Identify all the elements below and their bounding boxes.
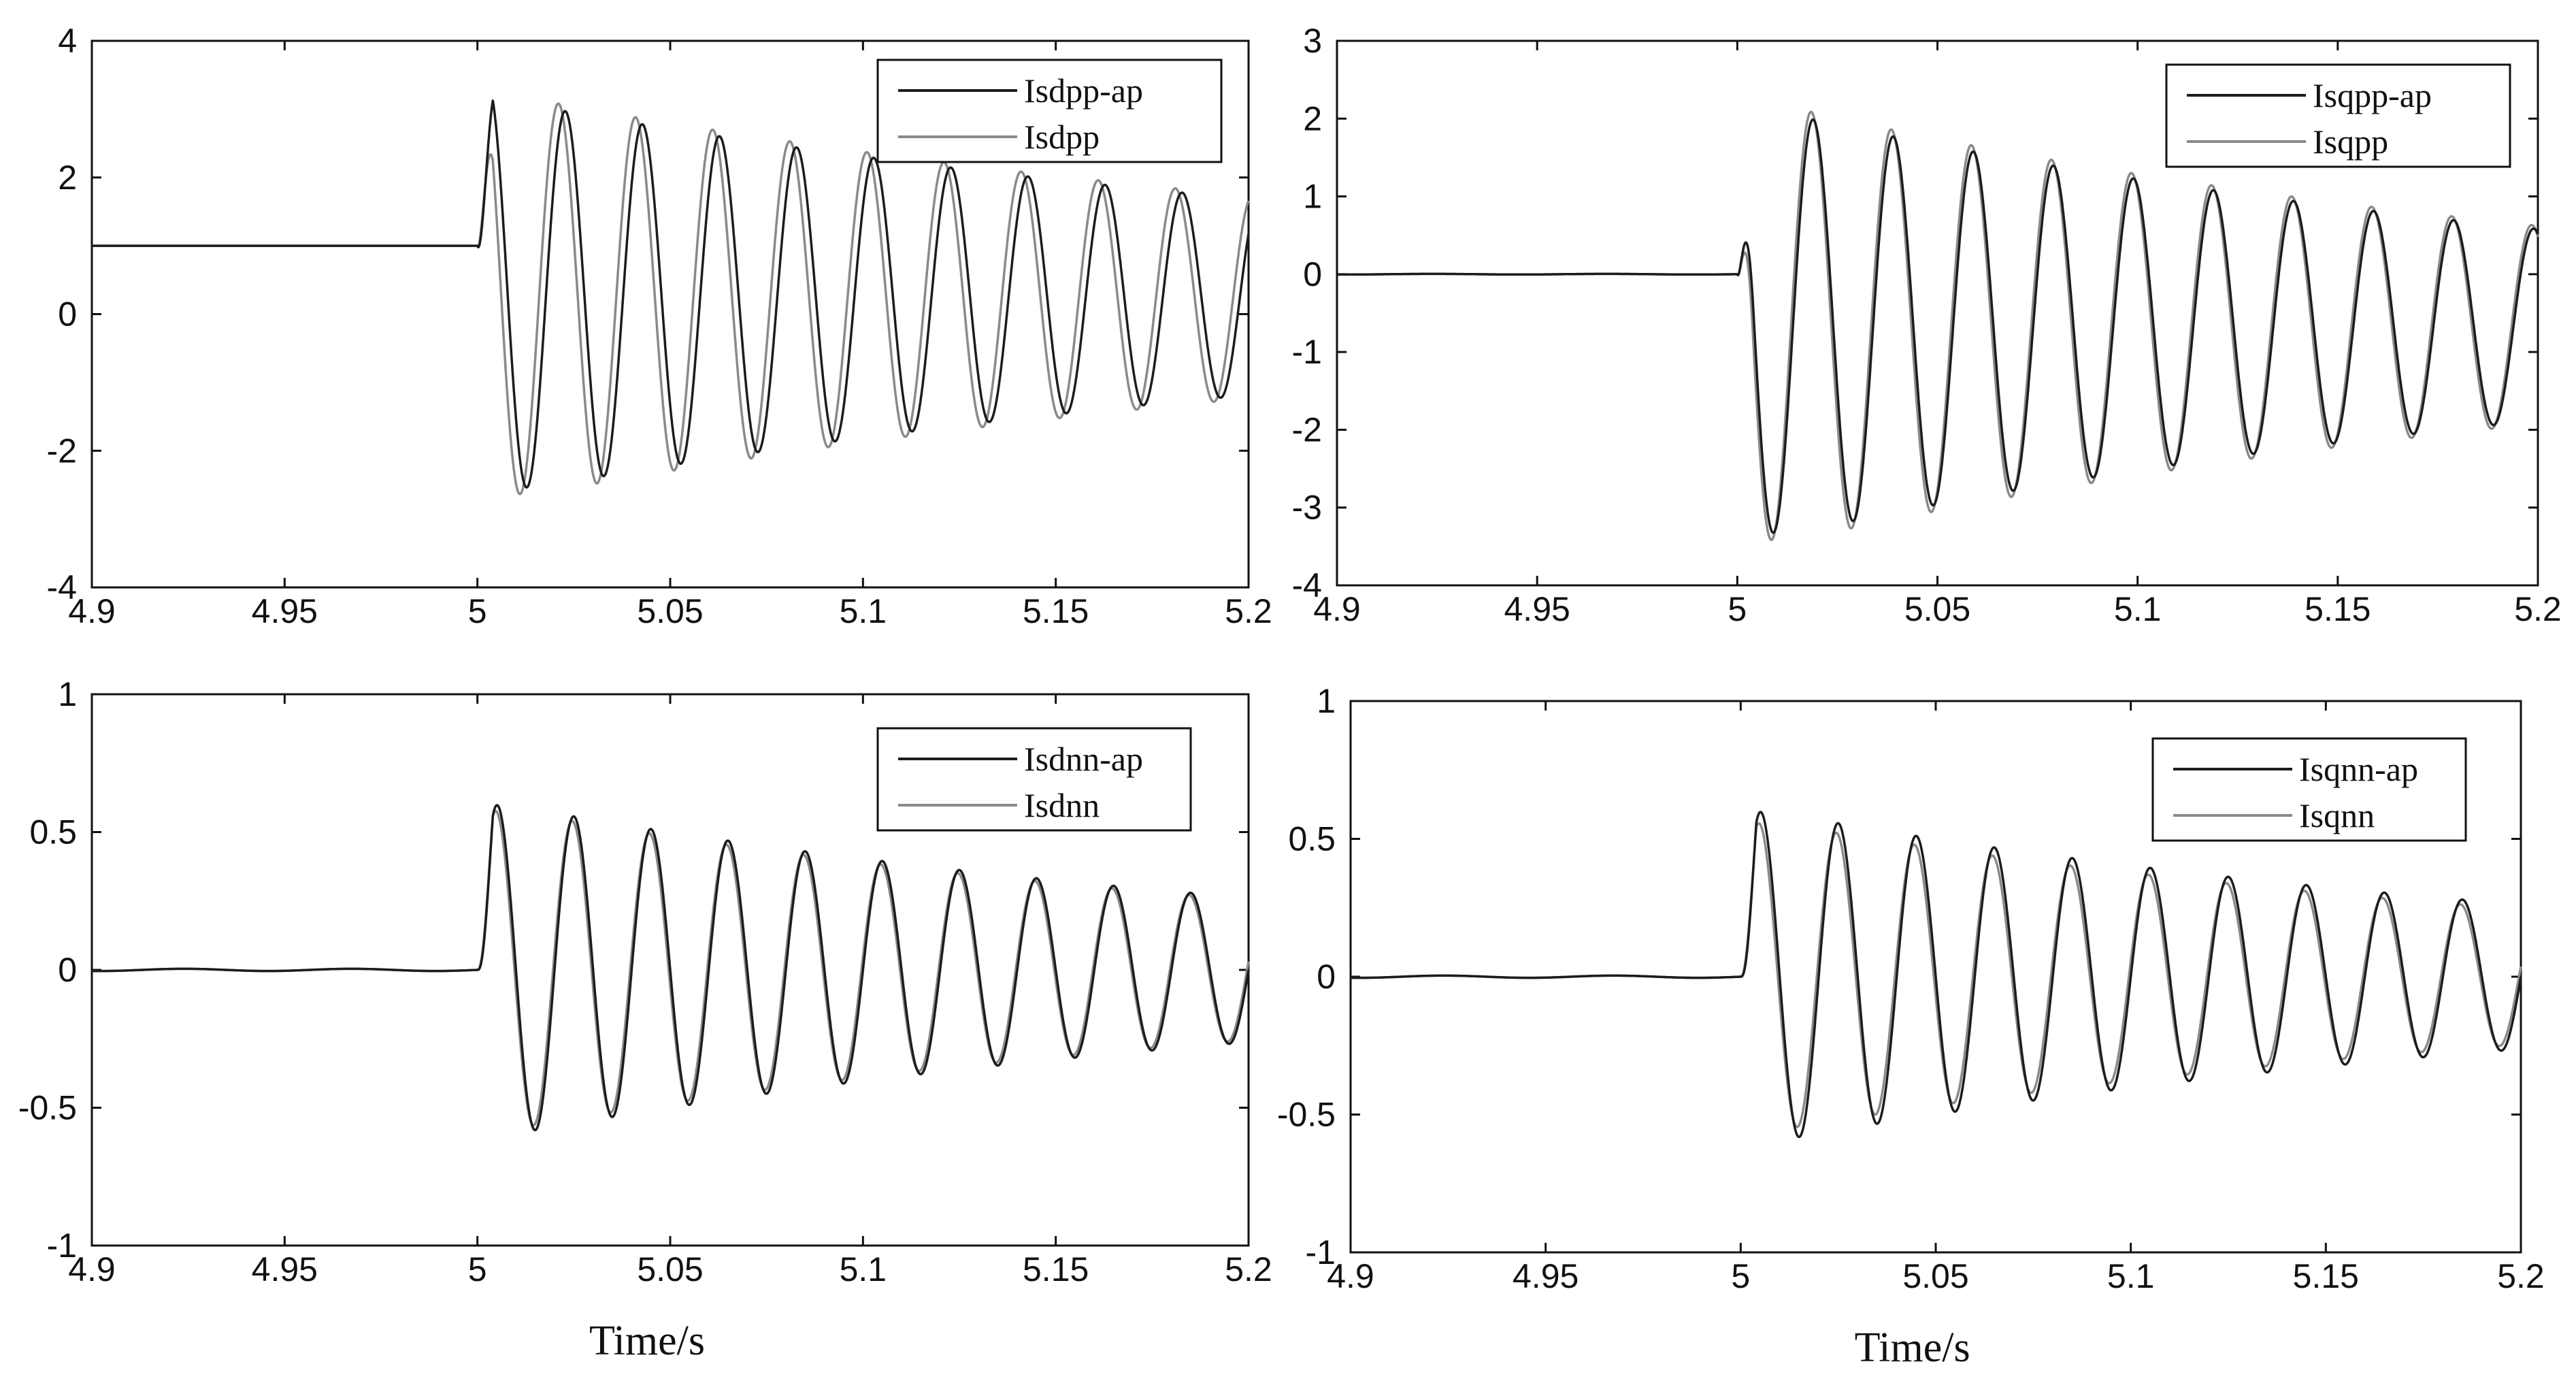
x-tick-label: 4.95 [1504,590,1570,628]
y-tick-label: 2 [58,159,77,197]
legend: Isqnn-ap Isqnn [2151,737,2467,842]
y-tick-label: 3 [1303,22,1322,60]
x-axis-label: Time/s [1855,1325,1970,1371]
y-tick-label: 0 [58,295,77,334]
y-tick-label: -1 [1306,1233,1336,1271]
chart-4: 4.9 4.95 5 5.05 5.1 5.15 5.2 1 0.5 0 -0.5 -1 Isqnn-a… [1277,682,2545,1371]
x-tick-label: 5.1 [840,592,887,630]
y-tick-label: -4 [47,568,77,606]
x-tick-label: 4.9 [1327,1257,1374,1295]
legend-label: Isqpp [2313,123,2388,161]
y-tick-label: -2 [47,432,77,470]
y-tick-label: 0.5 [29,813,77,851]
legend-box [876,727,1192,832]
y-tick-label: -3 [1292,489,1322,527]
y-tick-label: 1 [1303,178,1322,216]
chart-2: 4.9 4.95 5 5.05 5.1 5.15 5.2 3 2 1 0 -1 -2 -3 -4 Isqpp-… [1292,22,2562,628]
x-tick-label: 5.15 [2293,1257,2359,1295]
x-tick-label: 5.2 [1225,1250,1272,1288]
y-tick-label: -4 [1292,566,1322,604]
y-tick-label: 1 [58,675,77,713]
x-tick-label: 5.2 [2514,590,2562,628]
legend-label: Isdnn [1024,786,1100,824]
y-tick-label: -0.5 [18,1089,77,1127]
series-line-Isdpp-ap [90,99,1250,489]
x-tick-label: 4.9 [68,1250,116,1288]
series-line-Isqnn-ap [1349,811,2522,1139]
x-tick-label: 5.15 [1023,1250,1089,1288]
y-tick-label: -2 [1292,410,1322,449]
y-tick-label: 0 [58,951,77,989]
x-tick-label: 5.1 [840,1250,887,1288]
y-tick-label: 0.5 [1288,820,1336,858]
x-tick-label: 5.05 [1902,1257,1968,1295]
y-tick-label: 0 [1317,958,1336,996]
y-tick-label: -1 [47,1226,77,1265]
y-tick-label: 0 [1303,255,1322,293]
x-tick-label: 5 [1731,1257,1750,1295]
x-tick-label: 5 [1728,590,1747,628]
x-tick-label: 5.15 [2305,590,2371,628]
x-tick-label: 5.1 [2107,1257,2155,1295]
x-tick-label: 5 [468,592,487,630]
legend-box [2165,63,2511,168]
chart-3: 4.9 4.95 5 5.05 5.1 5.15 5.2 1 0.5 0 -0.5 -1 Isdnn-a… [18,675,1272,1364]
series-line-Isqpp-ap [1336,118,2539,534]
legend-box [2151,737,2467,842]
legend: Isqpp-ap Isqpp [2165,63,2511,168]
x-tick-label: 5 [468,1250,487,1288]
y-tick-label: 1 [1317,682,1336,720]
x-tick-label: 5.1 [2114,590,2162,628]
y-tick-label: 2 [1303,99,1322,137]
x-tick-label: 5.2 [1225,592,1272,630]
legend-label: Isqnn [2299,796,2375,834]
series-line-Isdnn-ap [90,804,1250,1132]
x-tick-label: 5.05 [637,592,703,630]
x-tick-label: 4.95 [252,1250,318,1288]
legend: Isdnn-ap Isdnn [876,727,1192,832]
legend-label: Isdpp [1024,118,1100,156]
x-tick-label: 5.05 [1904,590,1970,628]
legend-label: Isdpp-ap [1024,71,1143,110]
legend-label: Isdnn-ap [1024,740,1143,778]
x-tick-label: 5.05 [637,1250,703,1288]
x-tick-label: 4.9 [68,592,116,630]
legend-label: Isqpp-ap [2313,76,2432,114]
y-tick-label: -0.5 [1277,1096,1336,1134]
x-tick-label: 5.2 [2497,1257,2545,1295]
legend: Isdpp-ap Isdpp [876,59,1223,163]
legend-box [876,59,1223,163]
x-tick-label: 4.95 [1513,1257,1579,1295]
x-axis-label: Time/s [589,1318,705,1364]
x-tick-label: 4.9 [1313,590,1361,628]
chart-1: 4.9 4.95 5 5.05 5.1 5.15 5.2420-2-4Isdpp-apIsd… [47,22,1272,630]
y-tick-label: -1 [1292,333,1322,371]
x-tick-label: 5.15 [1023,592,1089,630]
y-tick-label: 4 [58,22,77,60]
legend-label: Isqnn-ap [2299,750,2418,788]
x-tick-label: 4.95 [252,592,318,630]
